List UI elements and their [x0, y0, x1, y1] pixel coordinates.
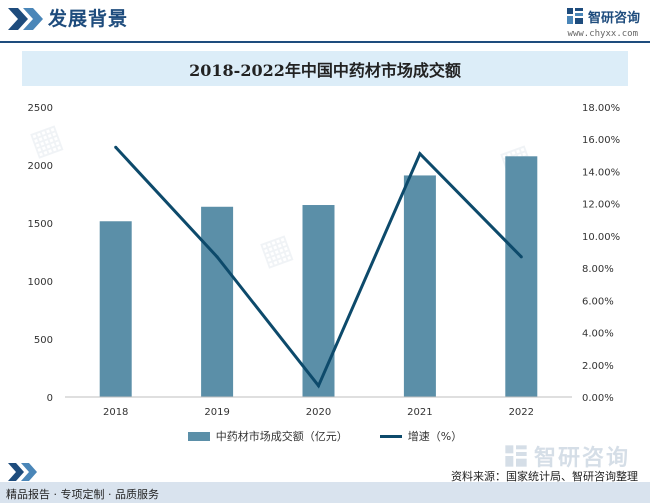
x-tick-label: 2018: [103, 407, 128, 418]
brand-logo-icon: [566, 8, 583, 24]
axes-group: 0 500 1000 1500 2000 2500 0.00% 2.00% 4.00% 6.00%…: [28, 103, 621, 418]
y-left-tick-label: 1000: [28, 277, 53, 288]
y-right-tick-label: 4.00%: [582, 329, 614, 340]
growth-point-2021: [418, 152, 422, 156]
brand: 智研咨询: [566, 6, 640, 26]
brand-url: www.chyxx.com: [567, 29, 638, 39]
x-tick-label: 2022: [509, 407, 534, 418]
section-title: 发展背景: [48, 8, 129, 30]
y-left-tick-label: 2000: [28, 161, 53, 172]
y-right-tick-label: 0.00%: [582, 393, 614, 404]
bar-2020: [302, 205, 335, 397]
chart: 0 500 1000 1500 2000 2500 0.00% 2.00% 4.00% 6.00%…: [28, 103, 621, 418]
bottom-brand-watermark: 智研咨询: [504, 440, 630, 472]
growth-point-2022: [519, 255, 523, 259]
brand-name: 智研咨询: [587, 10, 640, 26]
footer-bar: 精品报告 · 专项定制 · 品质服务: [0, 482, 650, 503]
legend: 中药材市场成交额（亿元） 增速（%）: [0, 428, 650, 444]
y-right-tick-label: 18.00%: [582, 103, 620, 114]
chevron-double-right-icon: [8, 463, 37, 481]
growth-point-2020: [317, 384, 320, 388]
legend-item-bar: 中药材市场成交额（亿元）: [187, 428, 348, 444]
x-tick-label: 2020: [306, 407, 331, 418]
brand-logo-icon: [505, 445, 527, 467]
legend-label-bar: 中药材市场成交额（亿元）: [215, 430, 348, 443]
chevron-double-right-icon: [8, 8, 43, 30]
legend-label-line: 增速（%）: [407, 430, 463, 443]
footer-tagline: 精品报告 · 专项定制 · 品质服务: [6, 488, 159, 501]
bar-2019: [201, 206, 234, 397]
bottom-brand-name: 智研咨询: [533, 446, 630, 471]
bar-2018: [99, 221, 132, 397]
legend-swatch-line: [379, 434, 402, 438]
y-right-tick-label: 2.00%: [582, 361, 614, 372]
bars-group: [99, 156, 538, 397]
y-left-tick-label: 0: [47, 393, 53, 404]
y-right-tick-label: 12.00%: [582, 200, 620, 211]
x-tick-label: 2019: [204, 407, 229, 418]
chart-title-bar: 2018-2022年中国中药材市场成交额: [22, 51, 628, 86]
growth-point-2019: [215, 255, 219, 259]
y-left-tick-label: 1500: [28, 219, 53, 230]
y-right-tick-label: 14.00%: [582, 167, 620, 178]
x-tick-label: 2021: [407, 407, 432, 418]
source-note: 资料来源：国家统计局、智研咨询整理: [451, 470, 638, 483]
header-divider: [0, 41, 650, 43]
y-right-tick-label: 16.00%: [582, 135, 620, 146]
y-right-tick-label: 6.00%: [582, 296, 614, 307]
line-group: [114, 145, 523, 389]
y-right-tick-label: 8.00%: [582, 264, 614, 275]
bar-2021: [403, 175, 436, 397]
y-right-tick-label: 10.00%: [582, 232, 620, 243]
page-header: 发展背景 智研咨询 www.chyxx.com: [0, 0, 650, 43]
legend-item-line: 增速（%）: [379, 428, 463, 444]
growth-point-2018: [114, 145, 118, 149]
bar-2022: [505, 156, 538, 397]
legend-swatch-bar: [187, 431, 210, 441]
y-left-tick-label: 500: [34, 335, 53, 346]
chart-title: 2018-2022年中国中药材市场成交额: [189, 60, 461, 80]
y-left-tick-label: 2500: [28, 103, 53, 114]
